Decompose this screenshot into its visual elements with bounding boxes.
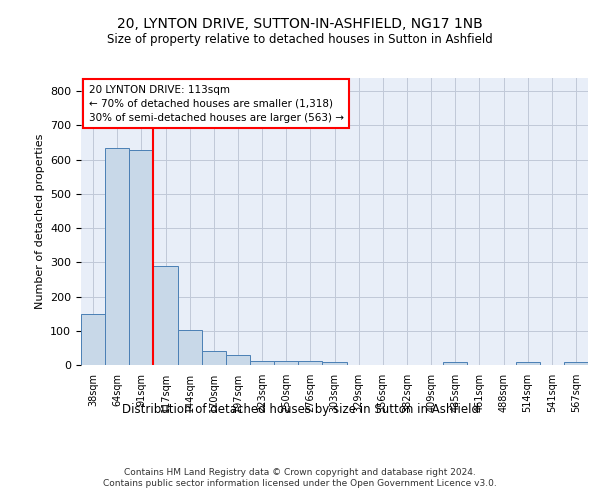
Text: 20 LYNTON DRIVE: 113sqm
← 70% of detached houses are smaller (1,318)
30% of semi: 20 LYNTON DRIVE: 113sqm ← 70% of detache… <box>89 84 344 122</box>
Bar <box>105 148 129 365</box>
Text: Size of property relative to detached houses in Sutton in Ashfield: Size of property relative to detached ho… <box>107 32 493 46</box>
Bar <box>322 362 347 365</box>
Bar <box>226 355 250 365</box>
Bar <box>443 362 467 365</box>
Bar <box>564 362 588 365</box>
Text: Distribution of detached houses by size in Sutton in Ashfield: Distribution of detached houses by size … <box>121 402 479 415</box>
Bar <box>250 361 274 365</box>
Bar <box>515 362 540 365</box>
Bar <box>129 150 154 365</box>
Bar <box>202 350 226 365</box>
Text: Contains HM Land Registry data © Crown copyright and database right 2024.
Contai: Contains HM Land Registry data © Crown c… <box>103 468 497 487</box>
Bar <box>298 361 322 365</box>
Bar <box>81 314 105 365</box>
Bar <box>178 330 202 365</box>
Text: 20, LYNTON DRIVE, SUTTON-IN-ASHFIELD, NG17 1NB: 20, LYNTON DRIVE, SUTTON-IN-ASHFIELD, NG… <box>117 18 483 32</box>
Bar <box>274 361 298 365</box>
Y-axis label: Number of detached properties: Number of detached properties <box>35 134 44 309</box>
Bar <box>154 266 178 365</box>
